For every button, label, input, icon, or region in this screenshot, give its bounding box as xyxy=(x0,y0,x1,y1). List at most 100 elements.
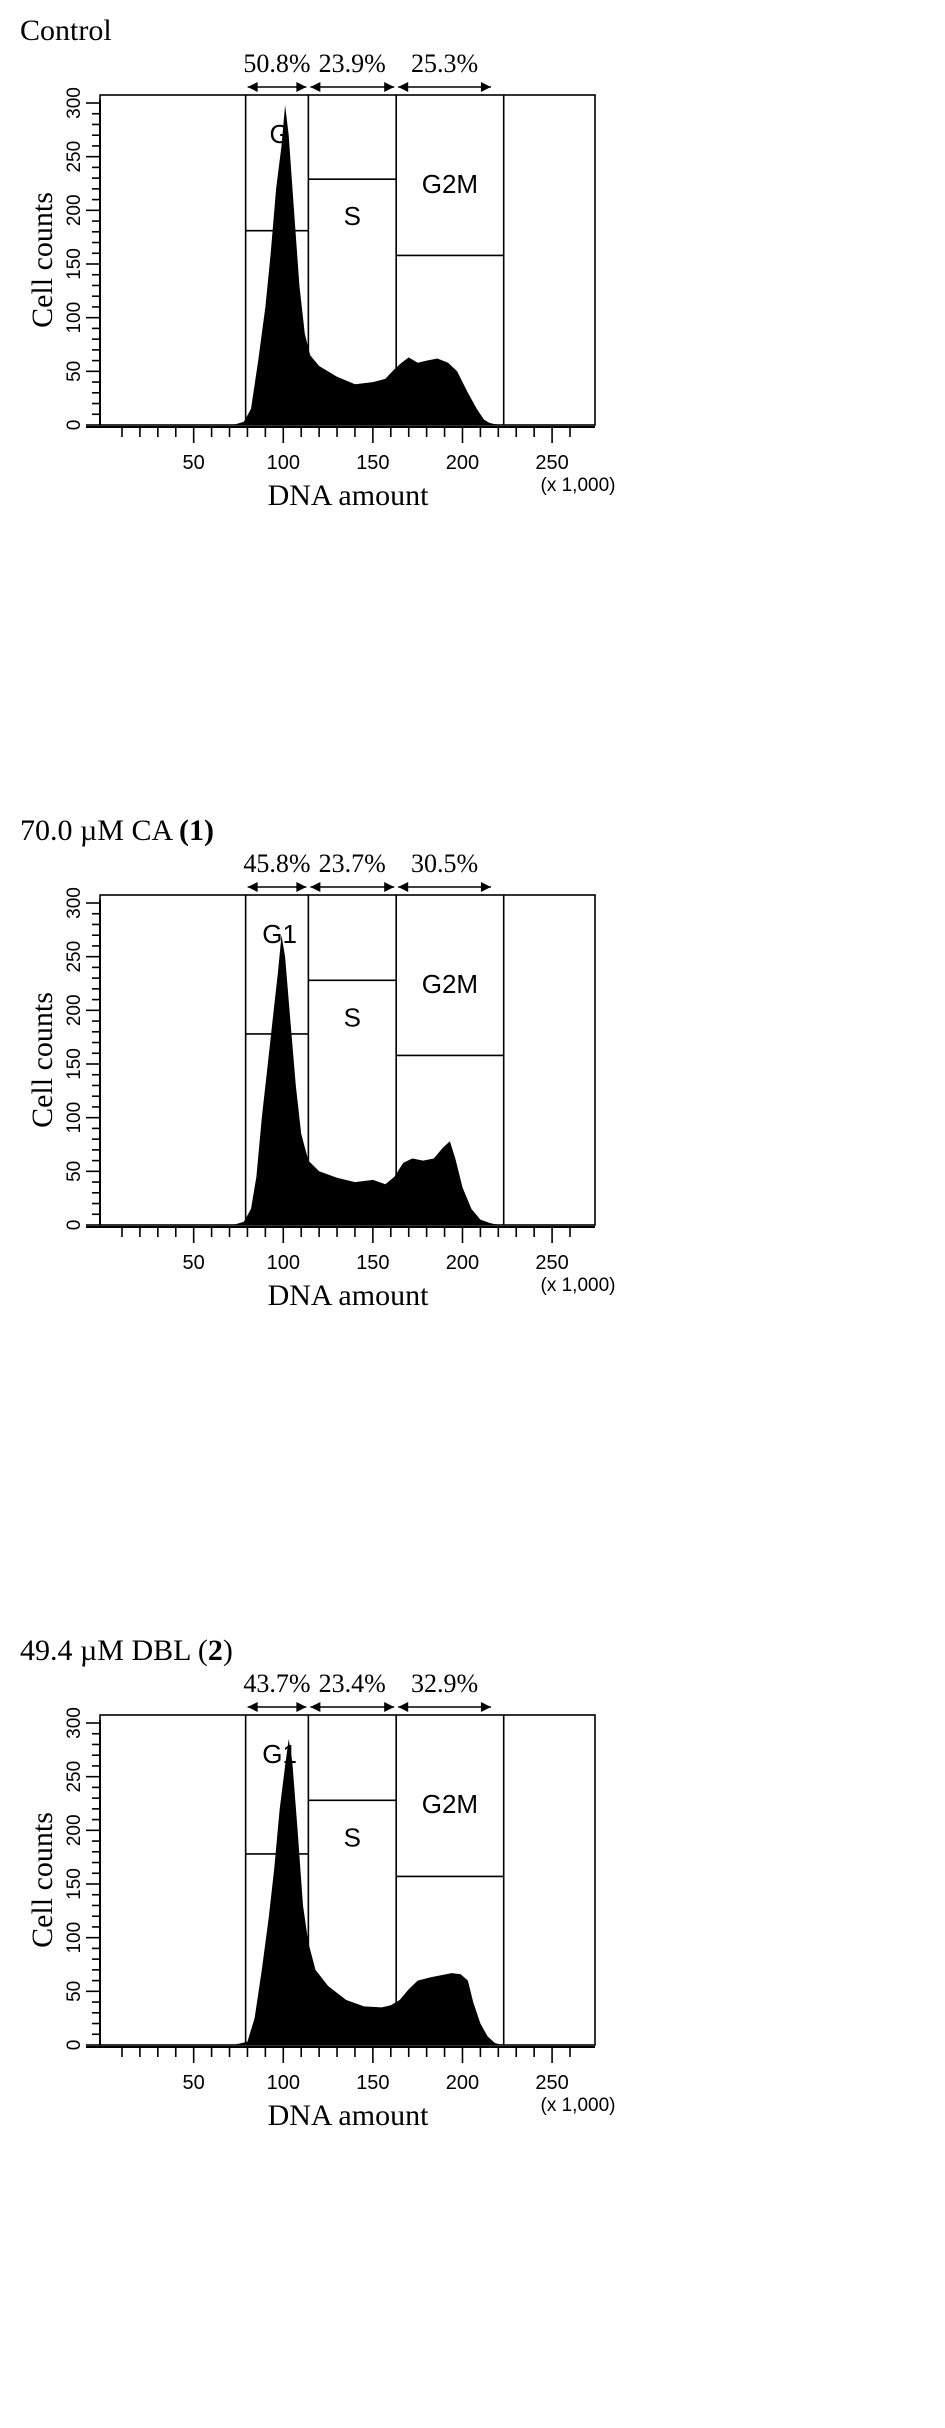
arrow-head-left xyxy=(247,882,258,892)
y-tick-label: 150 xyxy=(64,248,85,280)
y-tick-label: 200 xyxy=(64,994,85,1026)
y-tick-label: 250 xyxy=(64,141,85,173)
y-tick-label: 250 xyxy=(64,1761,85,1793)
y-tick-label: 0 xyxy=(64,2040,85,2051)
x-multiplier-label: (x 1,000) xyxy=(541,2095,616,2116)
arrow-head-right xyxy=(296,1702,307,1712)
phase-percentage: 23.7% xyxy=(319,849,386,878)
gate-label: G xyxy=(270,119,290,149)
arrow-head-left xyxy=(310,1702,321,1712)
y-tick-label: 50 xyxy=(64,1161,85,1182)
y-tick-label: 150 xyxy=(64,1868,85,1900)
y-tick-label: 50 xyxy=(64,1981,85,2002)
arrow-head-right xyxy=(480,882,491,892)
x-tick-label: 200 xyxy=(446,1252,479,1274)
gate-label: G2M xyxy=(422,169,478,199)
x-tick-label: 250 xyxy=(535,452,568,474)
x-tick-label: 100 xyxy=(267,1252,300,1274)
x-tick-label: 50 xyxy=(183,2072,205,2094)
y-axis-label: Cell counts xyxy=(26,1812,59,1948)
y-tick-label: 200 xyxy=(64,1814,85,1846)
x-tick-label: 150 xyxy=(356,2072,389,2094)
panel-title: 70.0 µM CA (1) xyxy=(20,814,214,847)
x-multiplier-label: (x 1,000) xyxy=(541,475,616,496)
y-tick-label: 200 xyxy=(64,194,85,226)
panel-title-part: 2 xyxy=(208,1634,223,1667)
y-tick-label: 100 xyxy=(64,302,85,334)
plot-frame xyxy=(99,894,596,1226)
y-tick-label: 0 xyxy=(64,1220,85,1231)
phase-percentage: 50.8% xyxy=(243,49,310,78)
phase-percentage: 32.9% xyxy=(411,1669,478,1698)
gate-label: G2M xyxy=(422,969,478,999)
phase-percentage: 25.3% xyxy=(411,49,478,78)
arrow-head-left xyxy=(247,82,258,92)
y-axis-label: Cell counts xyxy=(26,992,59,1128)
arrow-head-right xyxy=(384,1702,395,1712)
gate-label: G1 xyxy=(262,1739,297,1769)
panel-title: Control xyxy=(20,14,112,47)
y-tick-label: 50 xyxy=(64,361,85,382)
plot-frame xyxy=(99,94,596,426)
arrow-head-left xyxy=(398,882,409,892)
arrow-head-left xyxy=(310,82,321,92)
x-tick-label: 100 xyxy=(267,452,300,474)
phase-percentage: 23.4% xyxy=(319,1669,386,1698)
panel-title-part: (1) xyxy=(179,814,214,847)
x-tick-label: 50 xyxy=(183,1252,205,1274)
x-multiplier-label: (x 1,000) xyxy=(541,1275,616,1296)
gate-label: S xyxy=(344,1002,361,1032)
y-tick-label: 0 xyxy=(64,420,85,431)
arrow-head-left xyxy=(398,82,409,92)
arrow-head-right xyxy=(296,82,307,92)
panel-1: Control 50.8% 23.9% 25.3% G S G2M 0 50 100 150 200 2… xyxy=(20,14,615,512)
x-tick-label: 250 xyxy=(535,2072,568,2094)
y-axis-label: Cell counts xyxy=(26,192,59,328)
panel-title: 49.4 µM DBL (2) xyxy=(20,1634,233,1667)
arrow-head-right xyxy=(384,882,395,892)
x-tick-label: 200 xyxy=(446,2072,479,2094)
panel-2: 70.0 µM CA (1) 45.8% 23.7% 30.5% G1 S G2M 0 50 10… xyxy=(20,814,615,1312)
gate-label: G2M xyxy=(422,1789,478,1819)
x-tick-label: 150 xyxy=(356,1252,389,1274)
gate-label: G1 xyxy=(262,919,297,949)
y-tick-label: 300 xyxy=(64,87,85,119)
x-tick-label: 100 xyxy=(267,2072,300,2094)
phase-percentage: 45.8% xyxy=(243,849,310,878)
panel-title-part: 70.0 µM CA xyxy=(20,814,179,847)
plot-frame xyxy=(99,1714,596,2046)
phase-percentage: 30.5% xyxy=(411,849,478,878)
arrow-head-right xyxy=(296,882,307,892)
histogram-area xyxy=(233,105,499,425)
y-tick-label: 100 xyxy=(64,1102,85,1134)
y-tick-label: 100 xyxy=(64,1922,85,1954)
arrow-head-right xyxy=(480,82,491,92)
y-tick-label: 150 xyxy=(64,1048,85,1080)
x-axis-label: DNA amount xyxy=(268,2099,429,2132)
arrow-head-right xyxy=(480,1702,491,1712)
x-tick-label: 250 xyxy=(535,1252,568,1274)
gate-label: S xyxy=(344,1822,361,1852)
gate-label: S xyxy=(344,201,361,231)
x-tick-label: 50 xyxy=(183,452,205,474)
histogram-area xyxy=(233,1739,502,2045)
panel-3: 49.4 µM DBL (2) 43.7% 23.4% 32.9% G1 S G2M 0 50 1… xyxy=(20,1634,615,2132)
panel-title-part: ) xyxy=(223,1634,233,1667)
histogram-area xyxy=(233,935,499,1225)
y-tick-label: 250 xyxy=(64,941,85,973)
x-axis-label: DNA amount xyxy=(268,1279,429,1312)
arrow-head-left xyxy=(310,882,321,892)
phase-percentage: 23.9% xyxy=(319,49,386,78)
phase-percentage: 43.7% xyxy=(243,1669,310,1698)
x-axis-label: DNA amount xyxy=(268,479,429,512)
arrow-head-left xyxy=(247,1702,258,1712)
arrow-head-right xyxy=(384,82,395,92)
x-tick-label: 150 xyxy=(356,452,389,474)
panel-title-part: 49.4 µM DBL ( xyxy=(20,1634,208,1667)
x-tick-label: 200 xyxy=(446,452,479,474)
arrow-head-left xyxy=(398,1702,409,1712)
y-tick-label: 300 xyxy=(64,1707,85,1739)
y-tick-label: 300 xyxy=(64,887,85,919)
panel-title-part: Control xyxy=(20,14,112,47)
